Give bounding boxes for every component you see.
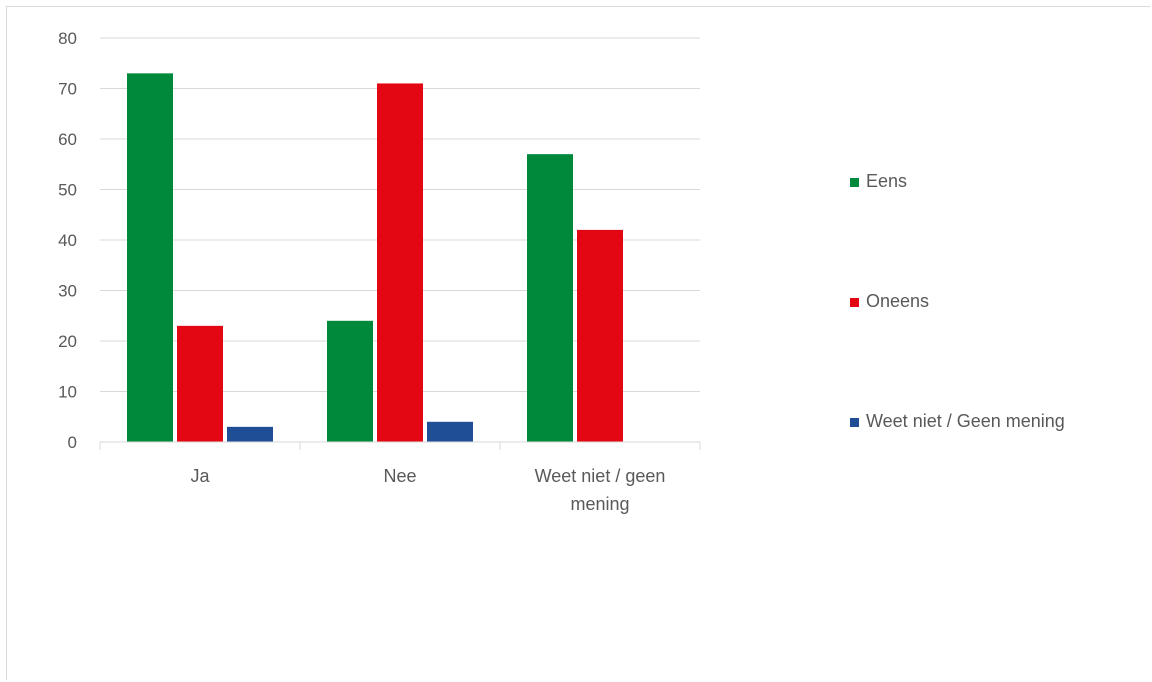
- bar: [177, 325, 223, 442]
- y-tick-label: 50: [58, 181, 77, 200]
- y-tick-label: 0: [68, 433, 77, 452]
- y-tick-label: 80: [58, 29, 77, 48]
- legend-swatch: [850, 178, 859, 187]
- bar: [327, 320, 373, 442]
- bar: [227, 426, 273, 442]
- bar: [377, 83, 423, 442]
- x-axis: [99, 441, 701, 450]
- legend-label: Eens: [866, 171, 908, 191]
- y-tick-label: 40: [58, 231, 77, 250]
- legend-item-weet-niet: Weet niet / Geen mening: [850, 411, 1066, 434]
- legend-swatch: [850, 298, 859, 307]
- y-tick-label: 30: [58, 282, 77, 301]
- x-category-label: Ja: [190, 466, 210, 486]
- bar: [577, 229, 623, 442]
- bar: [527, 154, 573, 442]
- bar: [127, 73, 173, 442]
- bar: [427, 421, 473, 442]
- legend-swatch: [850, 418, 859, 427]
- legend-label: Oneens: [866, 291, 930, 311]
- x-category-label: Weet niet / geen mening: [535, 466, 666, 514]
- y-tick-label: 20: [58, 332, 77, 351]
- chart-frame: [6, 6, 1150, 680]
- x-category-label: Nee: [383, 466, 416, 486]
- legend-item-oneens: Oneens: [850, 291, 1066, 314]
- legend-item-eens: Eens: [850, 171, 1066, 194]
- y-tick-label: 60: [58, 130, 77, 149]
- y-tick-label: 70: [58, 80, 77, 99]
- y-tick-label: 10: [58, 383, 77, 402]
- x-axis-labels: Ja Nee Weet niet / geen mening: [190, 466, 665, 514]
- y-axis-ticks: 0 10 20 30 40 50 60 70 80: [58, 29, 77, 452]
- bars: [127, 73, 623, 442]
- legend-label: Weet niet / Geen mening: [866, 411, 1065, 431]
